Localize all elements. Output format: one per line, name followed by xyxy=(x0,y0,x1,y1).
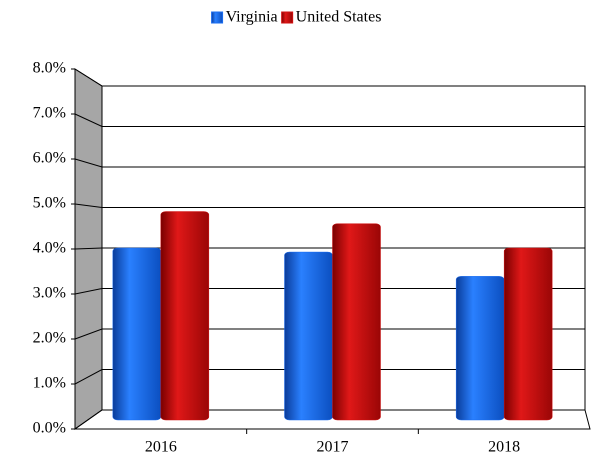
legend-swatch xyxy=(211,11,224,24)
bar xyxy=(332,223,381,421)
x-tick-label: 2016 xyxy=(145,439,177,456)
grid-line xyxy=(74,409,585,430)
legend-label: United States xyxy=(296,9,382,26)
y-tick-label: 4.0% xyxy=(33,240,66,257)
grid-line xyxy=(74,288,585,295)
grid-line xyxy=(74,113,585,127)
y-tick-label: 5.0% xyxy=(33,195,66,212)
y-tick-label: 7.0% xyxy=(33,105,66,122)
y-tick-label: 6.0% xyxy=(33,150,66,167)
bar xyxy=(455,276,505,421)
bar xyxy=(284,251,333,421)
y-tick-label: 8.0% xyxy=(33,60,66,77)
y-tick-label: 3.0% xyxy=(33,285,66,302)
y-tick-label: 2.0% xyxy=(33,330,66,347)
y-tick-label: 0.0% xyxy=(33,420,66,437)
legend-label: Virginia xyxy=(226,9,278,26)
y-tick-label: 1.0% xyxy=(33,375,66,392)
grid-line xyxy=(74,158,585,168)
x-tick-label: 2017 xyxy=(317,439,349,456)
grid-line xyxy=(74,328,585,340)
x-tick-label: 2018 xyxy=(488,439,520,456)
grid-line xyxy=(74,369,585,385)
grid-line xyxy=(74,203,585,208)
bar xyxy=(160,211,210,421)
legend-swatch xyxy=(281,11,294,24)
grid-line xyxy=(74,247,585,250)
bar xyxy=(503,247,553,421)
bar xyxy=(112,247,162,421)
grid-line xyxy=(74,68,585,87)
